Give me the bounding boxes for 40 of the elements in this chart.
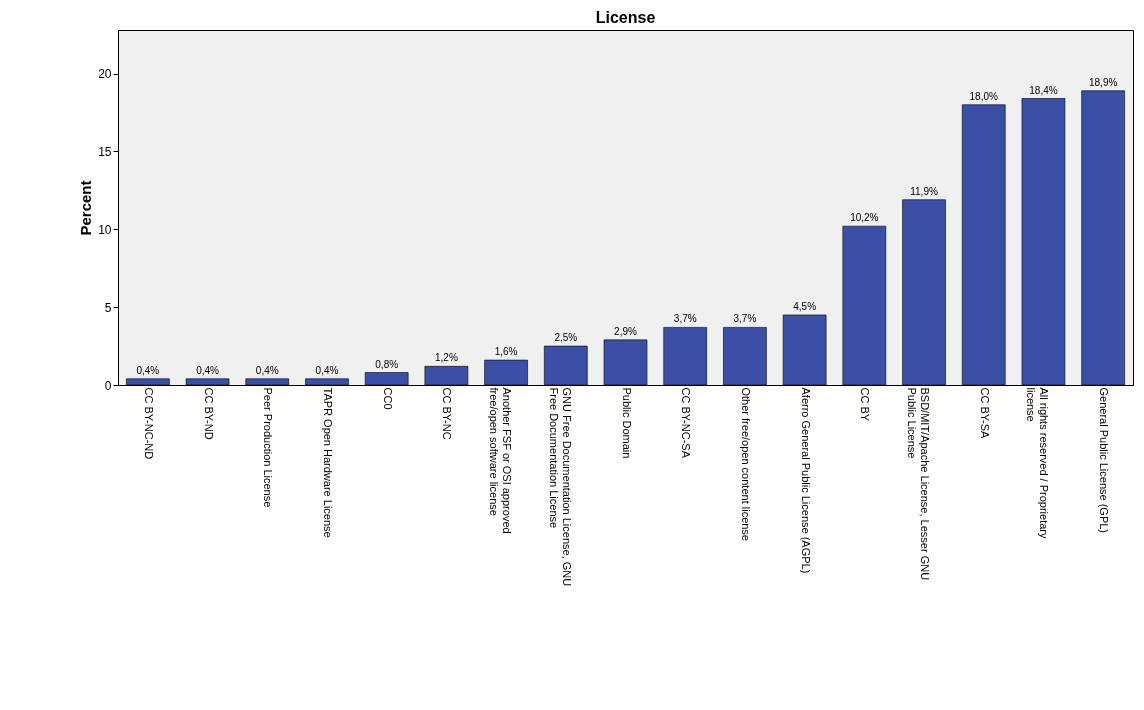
data-label: 0,4%: [315, 364, 339, 376]
data-label: 11,9%: [910, 185, 938, 197]
data-label: 1,2%: [434, 352, 458, 364]
data-label: 18,0%: [969, 90, 999, 102]
data-label: 4,5%: [793, 300, 817, 312]
x-tick-label: CC BY: [859, 387, 872, 422]
data-label: 0,4%: [255, 364, 279, 376]
x-tick-label: TAPR Open Hardware License: [321, 387, 334, 538]
x-tick-label: Another FSF or OSI approved free/open software license: [488, 387, 514, 534]
y-tick-label: 20: [98, 67, 112, 82]
data-label: 2,5%: [554, 332, 578, 344]
x-tick-label: Peer Production License: [262, 387, 275, 508]
x-tick-label: CC BY-ND: [202, 387, 215, 440]
x-tick-label: BSD/MIT/Apache License, Lesser GNU Public License: [906, 387, 932, 581]
x-tick-label: Other free/open content license: [739, 387, 752, 541]
y-axis-title: Percent: [77, 180, 95, 236]
x-tick-label: CC0: [381, 387, 394, 410]
x-tick-label: CC BY-SA: [978, 387, 991, 440]
data-label: 0,8%: [375, 358, 399, 370]
x-tick-label: CC BY-NC-SA: [680, 387, 693, 459]
data-label: 2,9%: [614, 325, 637, 337]
x-tick-label: Aferro General Public License (AGPL): [799, 387, 812, 574]
chart-title: License: [595, 9, 656, 26]
x-tick-label: CC BY-NC: [441, 387, 454, 440]
data-label: 3,7%: [673, 313, 697, 325]
x-tick-label: CC BY-NC-ND: [142, 387, 155, 460]
data-label: 3,7%: [733, 313, 757, 325]
y-tick-label: 15: [98, 144, 112, 159]
x-tick-label: Public Domain: [620, 387, 633, 459]
data-label: 10,2%: [850, 212, 879, 224]
x-tick-label: General Public License (GPL): [1098, 387, 1111, 534]
data-label: 0,4%: [196, 364, 220, 376]
data-label: 18,4%: [1029, 84, 1058, 96]
x-tick-label: All rights reserved / Proprietary license: [1025, 387, 1051, 539]
y-tick-label: 10: [98, 222, 112, 237]
data-label: 18,9%: [1088, 76, 1118, 88]
data-label: 0,4%: [136, 364, 160, 376]
y-tick-label: 0: [104, 378, 112, 393]
y-tick-label: 5: [104, 300, 112, 315]
data-label: 1,6%: [494, 346, 518, 358]
